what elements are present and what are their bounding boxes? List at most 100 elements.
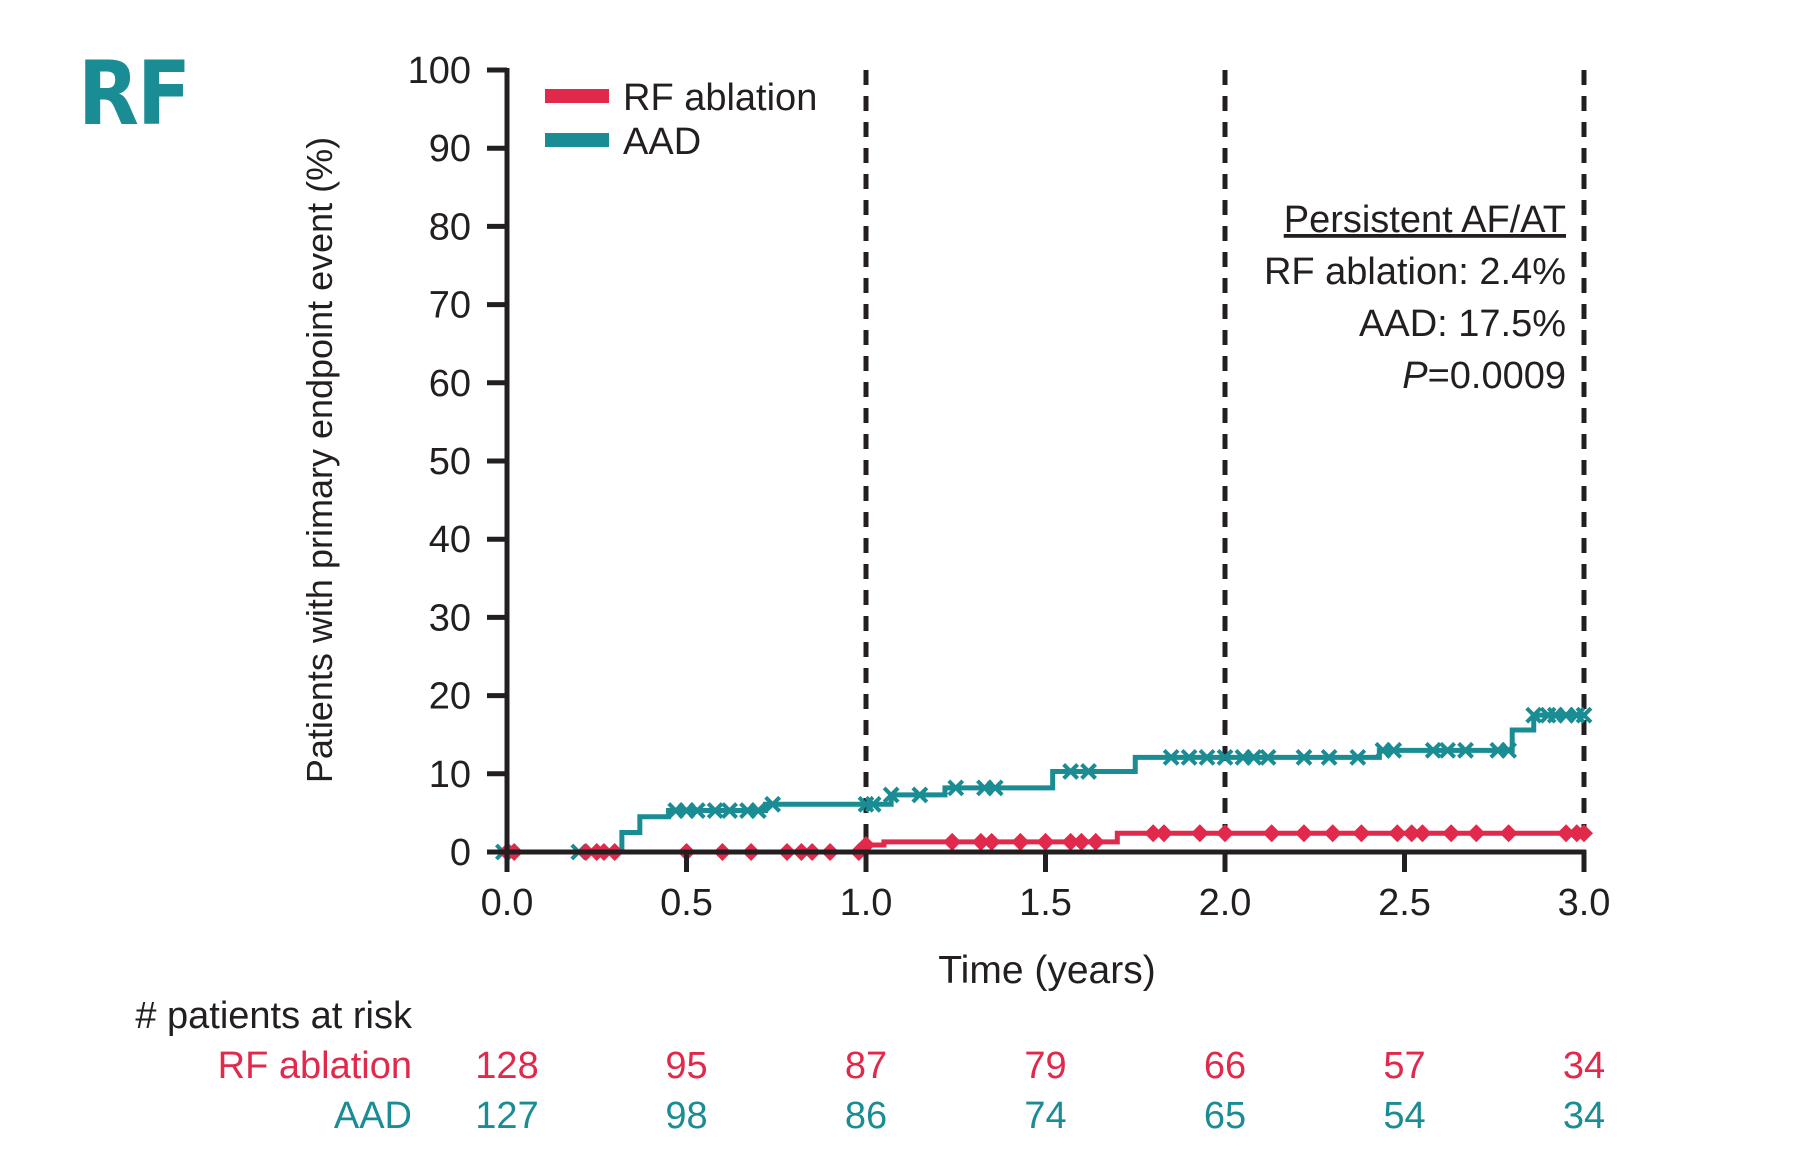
y-tick-label: 10 (429, 754, 471, 796)
censor-marker-aad (1575, 706, 1593, 724)
censor-marker-aad (864, 795, 882, 813)
censor-marker-rf (1413, 824, 1432, 843)
annotation-rf: RF ablation: 2.4% (1264, 251, 1566, 293)
x-tick-label: 1.5 (1019, 882, 1072, 924)
risk-value: 127 (475, 1095, 538, 1137)
x-axis-label: Time (years) (938, 949, 1155, 992)
risk-value: 57 (1383, 1045, 1425, 1087)
x-tick-label: 3.0 (1558, 882, 1611, 924)
censor-marker-aad (688, 802, 706, 819)
censor-marker-rf (982, 832, 1001, 851)
p-value: =0.0009 (1428, 355, 1566, 397)
censor-marker-rf (1086, 832, 1105, 851)
vertical-reference-lines (863, 70, 1587, 852)
censor-marker-aad (706, 802, 724, 819)
y-tick-label: 30 (429, 597, 471, 639)
censor-marker-rf (971, 832, 990, 851)
censor-marker-aad (882, 786, 900, 804)
series-line-aad (507, 712, 1584, 855)
x-tick-label: 0.0 (481, 882, 534, 924)
annotation-box: Persistent AF/AT RF ablation: 2.4% AAD: … (1264, 199, 1566, 397)
annotation-title: Persistent AF/AT (1284, 199, 1566, 241)
censor-marker-aad (1162, 748, 1180, 766)
x-tick-label: 2.5 (1378, 882, 1431, 924)
censor-marker-aad (1198, 748, 1216, 766)
censor-marker-aad (1424, 741, 1442, 759)
censor-marker-rf (1323, 824, 1342, 843)
censor-marker-rf (1402, 824, 1421, 843)
censor-markers (494, 706, 1593, 861)
censor-marker-rf (1216, 824, 1234, 843)
risk-value: 128 (475, 1045, 538, 1087)
censor-marker-rf (1294, 824, 1313, 843)
legend-label-aad: AAD (623, 121, 701, 163)
legend: RF ablation AAD (545, 77, 817, 163)
censor-marker-rf (1072, 832, 1091, 851)
y-tick-label: 0 (450, 832, 471, 874)
risk-title: # patients at risk (135, 995, 413, 1037)
censor-marker-aad (911, 786, 929, 804)
censor-marker-rf (1388, 824, 1407, 843)
y-tick-label: 40 (429, 519, 471, 561)
censor-marker-aad (1320, 748, 1338, 766)
censor-marker-aad (1439, 741, 1456, 759)
risk-table: # patients at risk RF ablation AAD 128 95… (135, 995, 1605, 1137)
censor-marker-rf (1352, 824, 1371, 843)
risk-value: 34 (1563, 1095, 1605, 1137)
censor-marker-aad (1216, 748, 1234, 766)
risk-value: 65 (1204, 1095, 1246, 1137)
y-tick-label: 80 (429, 206, 471, 248)
risk-value: 34 (1563, 1045, 1605, 1087)
censor-marker-aad (1525, 706, 1543, 724)
risk-value: 79 (1024, 1045, 1066, 1087)
censor-marker-rf (1467, 824, 1486, 843)
axes (504, 68, 1586, 855)
censor-marker-aad (1259, 748, 1277, 766)
x-tick-label: 0.5 (660, 882, 713, 924)
censor-marker-rf (1144, 824, 1163, 843)
annotation-p: P=0.0009 (1402, 355, 1566, 397)
censor-marker-rf (1011, 832, 1030, 851)
censor-marker-rf (1499, 824, 1518, 843)
risk-values: 128 95 87 79 66 57 34 127 98 86 74 65 54 34 (475, 1045, 1605, 1137)
censor-marker-rf (943, 832, 962, 851)
censor-marker-rf (1036, 832, 1055, 851)
legend-label-rf: RF ablation (623, 77, 817, 119)
censor-marker-aad (1385, 741, 1403, 759)
ticks: 0 10 20 30 40 50 60 70 80 90 100 0.0 0.5 1.0 1.5 2.0 2.5… (408, 50, 1611, 924)
censor-marker-aad (1457, 741, 1474, 759)
censor-marker-aad (749, 802, 767, 819)
censor-marker-aad (1080, 763, 1097, 780)
censor-marker-rf (1154, 824, 1173, 843)
y-tick-label: 70 (429, 285, 471, 327)
panel-label: RF (78, 42, 191, 145)
risk-value: 54 (1383, 1095, 1425, 1137)
censor-marker-aad (947, 779, 965, 797)
censor-marker-rf (857, 835, 875, 854)
legend-swatch-aad (545, 133, 609, 147)
y-tick-label: 20 (429, 676, 471, 718)
risk-value: 74 (1024, 1095, 1066, 1137)
censor-marker-aad (1180, 748, 1198, 766)
censor-marker-aad (1500, 741, 1518, 759)
risk-value: 87 (845, 1045, 887, 1087)
censor-marker-rf (1262, 824, 1281, 843)
censor-marker-aad (1062, 763, 1080, 780)
annotation-aad: AAD: 17.5% (1359, 303, 1566, 345)
y-tick-label: 50 (429, 441, 471, 483)
censor-marker-rf (1442, 824, 1461, 843)
censor-marker-aad (721, 802, 738, 819)
censor-marker-aad (764, 795, 782, 813)
censor-marker-rf (1190, 824, 1209, 843)
censor-marker-rf (1557, 824, 1576, 843)
risk-value: 95 (665, 1045, 707, 1087)
p-label: P (1402, 355, 1428, 397)
censor-marker-aad (1349, 748, 1367, 766)
risk-row-label-aad: AAD (334, 1095, 412, 1137)
y-tick-label: 100 (408, 50, 471, 92)
y-axis-label: Patients with primary endpoint event (%) (299, 137, 340, 783)
censor-marker-aad (986, 779, 1004, 797)
x-tick-label: 2.0 (1199, 882, 1252, 924)
